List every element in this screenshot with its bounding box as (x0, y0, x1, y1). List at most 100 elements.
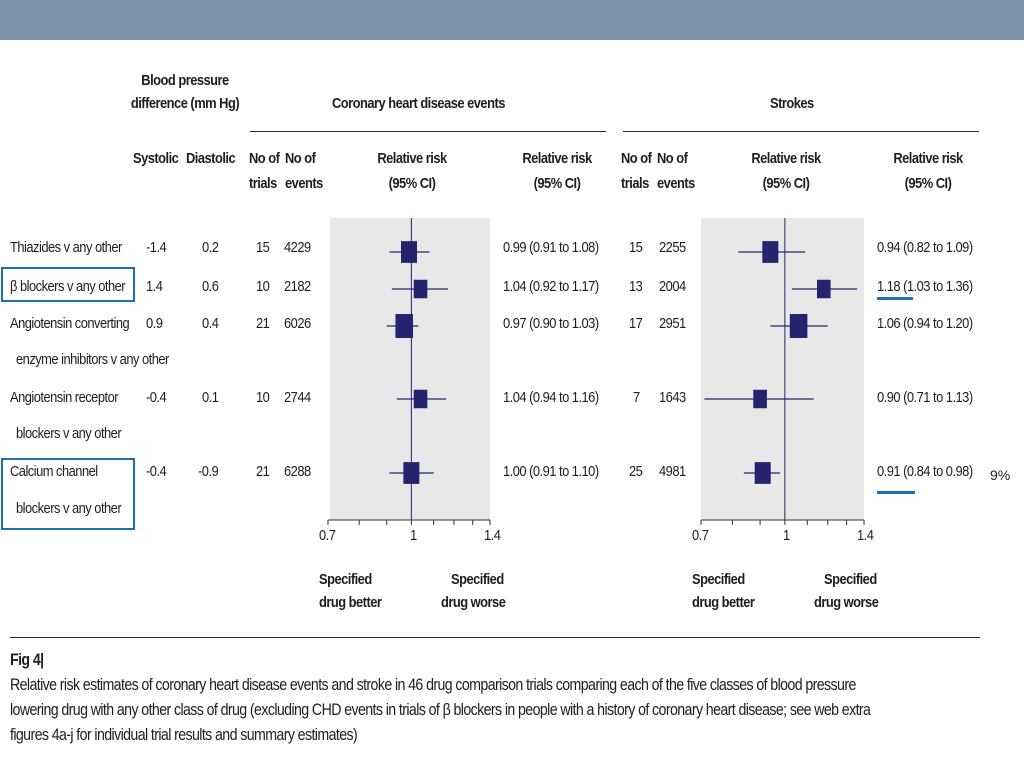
stroke-trials-value: 17 (629, 315, 643, 332)
point-estimate-box (789, 314, 808, 338)
underline-beta-blockers-stroke (877, 297, 913, 300)
row-label-line2: blockers v any other (16, 425, 122, 442)
diastolic-value: 0.2 (202, 239, 219, 256)
bp-difference-header-line2: difference (mm Hg) (130, 95, 240, 112)
chd-ci-value: 0.99 (0.91 to 1.08) (503, 239, 599, 256)
stroke-tick-label: 1.4 (857, 527, 874, 544)
systolic-value: -0.4 (146, 463, 167, 480)
stroke-group-rule (623, 131, 979, 132)
figure-label: Fig 4| (10, 651, 44, 669)
stroke-events-header-line2: events (657, 175, 695, 192)
chd-group-rule (250, 131, 606, 132)
chd-rr-plot-header: Relative risk (377, 150, 447, 167)
row-label: β blockers v any other (10, 278, 126, 295)
systolic-header: Systolic (133, 150, 179, 167)
stroke-trials-value: 13 (629, 278, 643, 295)
stroke-events-header: No of (657, 150, 688, 167)
diastolic-header: Diastolic (186, 150, 236, 167)
stroke-ci-value: 0.90 (0.71 to 1.13) (877, 389, 973, 406)
bp-difference-header: Blood pressure (141, 72, 229, 89)
stroke-events-value: 2255 (659, 239, 686, 256)
chd-trials-value: 10 (256, 278, 270, 295)
point-estimate-box (762, 241, 779, 263)
systolic-value: 0.9 (146, 315, 163, 332)
point-estimate-box (754, 462, 771, 484)
stroke-better-label-line2: drug better (692, 594, 755, 611)
point-estimate-box (413, 389, 428, 409)
caption-line: lowering drug with any other class of dr… (10, 701, 871, 719)
highlight-box-calcium-channel (1, 458, 135, 530)
chd-ci-value: 1.04 (0.92 to 1.17) (503, 278, 599, 295)
chd-events-value: 6288 (284, 463, 311, 480)
chd-worse-label-line2: drug worse (441, 594, 506, 611)
chd-events-header-line2: events (285, 175, 323, 192)
chd-tick-label: 0.7 (319, 527, 336, 544)
caption-line: figures 4a-j for individual trial result… (10, 726, 358, 744)
point-estimate-box (403, 462, 420, 484)
row-label: Angiotensin receptor (10, 389, 119, 406)
underline-calcium-stroke (877, 491, 915, 494)
stroke-events-value: 1643 (659, 389, 686, 406)
chd-worse-label: Specified (451, 571, 504, 588)
stroke-ci-value: 0.94 (0.82 to 1.09) (877, 239, 973, 256)
side-note: 9% (990, 467, 1011, 483)
chd-group-header: Coronary heart disease events (332, 95, 505, 112)
stroke-ci-value: 0.91 (0.84 to 0.98) (877, 463, 973, 480)
stroke-ci-value: 1.18 (1.03 to 1.36) (877, 278, 973, 295)
systolic-value: 1.4 (146, 278, 163, 295)
point-estimate-box (753, 389, 767, 409)
point-estimate-box (395, 314, 414, 338)
stroke-rr-plot-header-line2: (95% CI) (762, 175, 810, 192)
chd-events-value: 4229 (284, 239, 311, 256)
stroke-worse-label: Specified (824, 571, 877, 588)
stroke-group-header: Strokes (770, 95, 814, 112)
stroke-trials-value: 25 (629, 463, 643, 480)
stroke-trials-value: 15 (629, 239, 643, 256)
diastolic-value: -0.9 (198, 463, 219, 480)
stroke-trials-value: 7 (633, 389, 640, 406)
caption-line: Relative risk estimates of coronary hear… (10, 676, 856, 694)
stroke-events-value: 2951 (659, 315, 686, 332)
stroke-events-value: 2004 (659, 278, 686, 295)
point-estimate-box (816, 279, 831, 299)
chd-better-label: Specified (319, 571, 372, 588)
diastolic-value: 0.1 (202, 389, 219, 406)
point-estimate-box (401, 241, 418, 263)
systolic-value: -0.4 (146, 389, 167, 406)
figure-caption: Fig 4| Relative risk estimates of corona… (10, 648, 871, 748)
chd-events-value: 6026 (284, 315, 311, 332)
chd-ci-value: 1.00 (0.91 to 1.10) (503, 463, 599, 480)
chd-events-value: 2744 (284, 389, 311, 406)
row-label: Thiazides v any other (10, 239, 122, 256)
stroke-ci-value: 1.06 (0.94 to 1.20) (877, 315, 973, 332)
chd-trials-value: 10 (256, 389, 270, 406)
row-label: Calcium channel (10, 463, 98, 480)
chd-trials-header-line2: trials (249, 175, 277, 192)
stroke-rr-plot-header: Relative risk (751, 150, 821, 167)
chd-tick-label: 1.4 (484, 527, 501, 544)
stroke-tick-label: 0.7 (692, 527, 709, 544)
stroke-trials-header: No of (621, 150, 652, 167)
row-label-line2: enzyme inhibitors v any other (16, 351, 169, 368)
chd-rr-text-header-line2: (95% CI) (533, 175, 581, 192)
stroke-events-value: 4981 (659, 463, 686, 480)
diastolic-value: 0.4 (202, 315, 219, 332)
highlight-box-beta-blockers (1, 267, 135, 302)
chd-events-value: 2182 (284, 278, 311, 295)
point-estimate-box (413, 279, 428, 299)
chd-ci-value: 1.04 (0.94 to 1.16) (503, 389, 599, 406)
systolic-value: -1.4 (146, 239, 167, 256)
chd-trials-value: 21 (256, 463, 270, 480)
diastolic-value: 0.6 (202, 278, 219, 295)
stroke-better-label: Specified (692, 571, 745, 588)
row-label-line2: blockers v any other (16, 500, 122, 517)
chd-better-label-line2: drug better (319, 594, 382, 611)
stroke-tick-label: 1 (783, 527, 790, 544)
chd-trials-value: 15 (256, 239, 270, 256)
chd-rr-text-header: Relative risk (522, 150, 592, 167)
chd-ci-value: 0.97 (0.90 to 1.03) (503, 315, 599, 332)
stroke-worse-label-line2: drug worse (814, 594, 879, 611)
chd-events-header: No of (285, 150, 316, 167)
stroke-rr-text-header: Relative risk (893, 150, 963, 167)
